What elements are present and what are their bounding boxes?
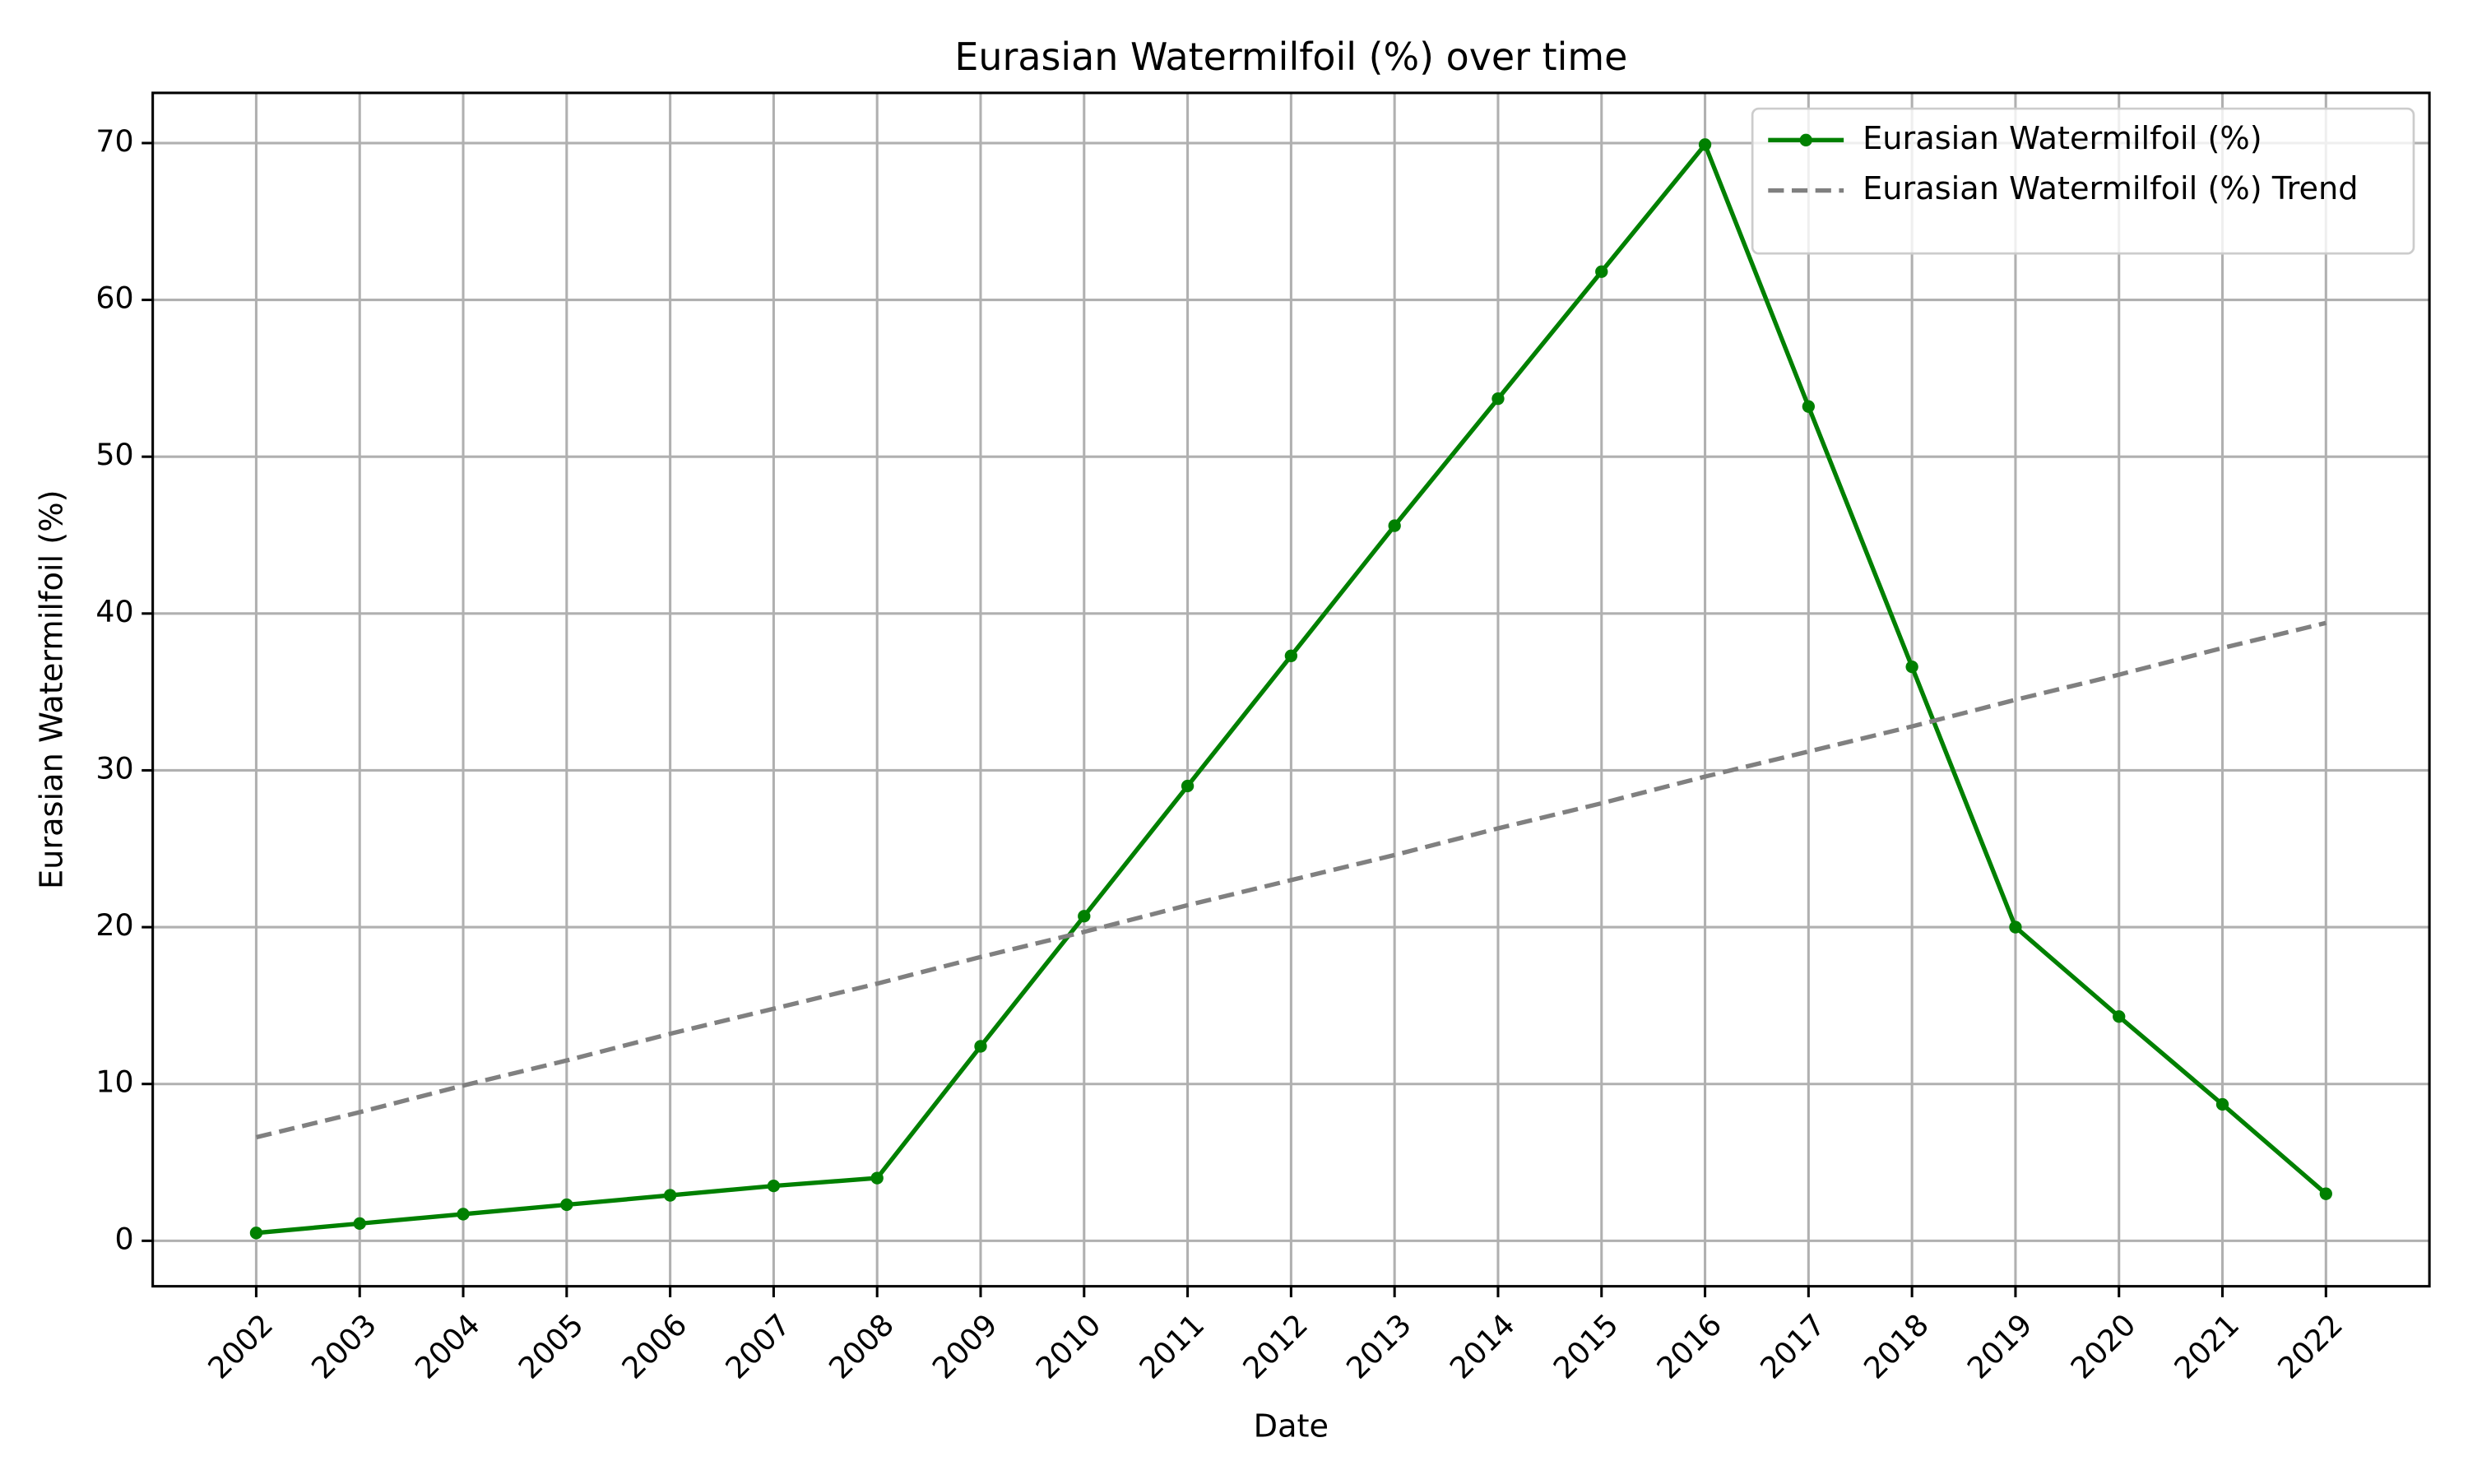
y-tick-label: 10: [95, 1064, 133, 1100]
point: [1802, 400, 1816, 413]
point: [2215, 1097, 2229, 1111]
point: [663, 1189, 677, 1202]
y-axis-label: Eurasian Watermilfoil (%): [34, 489, 71, 889]
plot-frame: [151, 91, 2431, 1288]
point: [2009, 921, 2022, 934]
legend-label: Eurasian Watermilfoil (%) Trend: [1863, 170, 2358, 207]
point: [353, 1217, 366, 1231]
point: [1388, 519, 1401, 532]
point: [974, 1040, 987, 1053]
legend-marker: [1799, 133, 1812, 146]
legend: Eurasian Watermilfoil (%) Eurasian Waterm…: [1751, 107, 2415, 255]
point: [1284, 649, 1298, 662]
point: [249, 1227, 263, 1240]
y-tick-label: 30: [95, 750, 133, 786]
point: [1595, 265, 1608, 278]
y-tick-label: 0: [115, 1221, 134, 1256]
point: [2319, 1187, 2332, 1200]
legend-box: [1751, 107, 2415, 255]
point: [2113, 1010, 2126, 1023]
point: [1905, 660, 1918, 674]
point: [560, 1198, 573, 1212]
point: [1078, 910, 1091, 923]
point: [1491, 392, 1505, 406]
y-tick-label: 20: [95, 907, 133, 943]
point: [870, 1171, 884, 1185]
x-axis-label: Date: [1254, 1407, 1329, 1445]
point: [767, 1179, 781, 1193]
chart-title: Eurasian Watermilfoil (%) over time: [954, 35, 1627, 79]
y-tick-label: 60: [95, 281, 133, 316]
series-line: [255, 620, 2327, 1140]
point: [457, 1208, 470, 1221]
y-tick-label: 40: [95, 594, 133, 629]
y-tick-label: 50: [95, 437, 133, 472]
point: [1698, 138, 1712, 151]
y-tick-label: 70: [95, 123, 133, 159]
point: [1181, 779, 1195, 793]
legend-label: Eurasian Watermilfoil (%): [1863, 120, 2262, 157]
